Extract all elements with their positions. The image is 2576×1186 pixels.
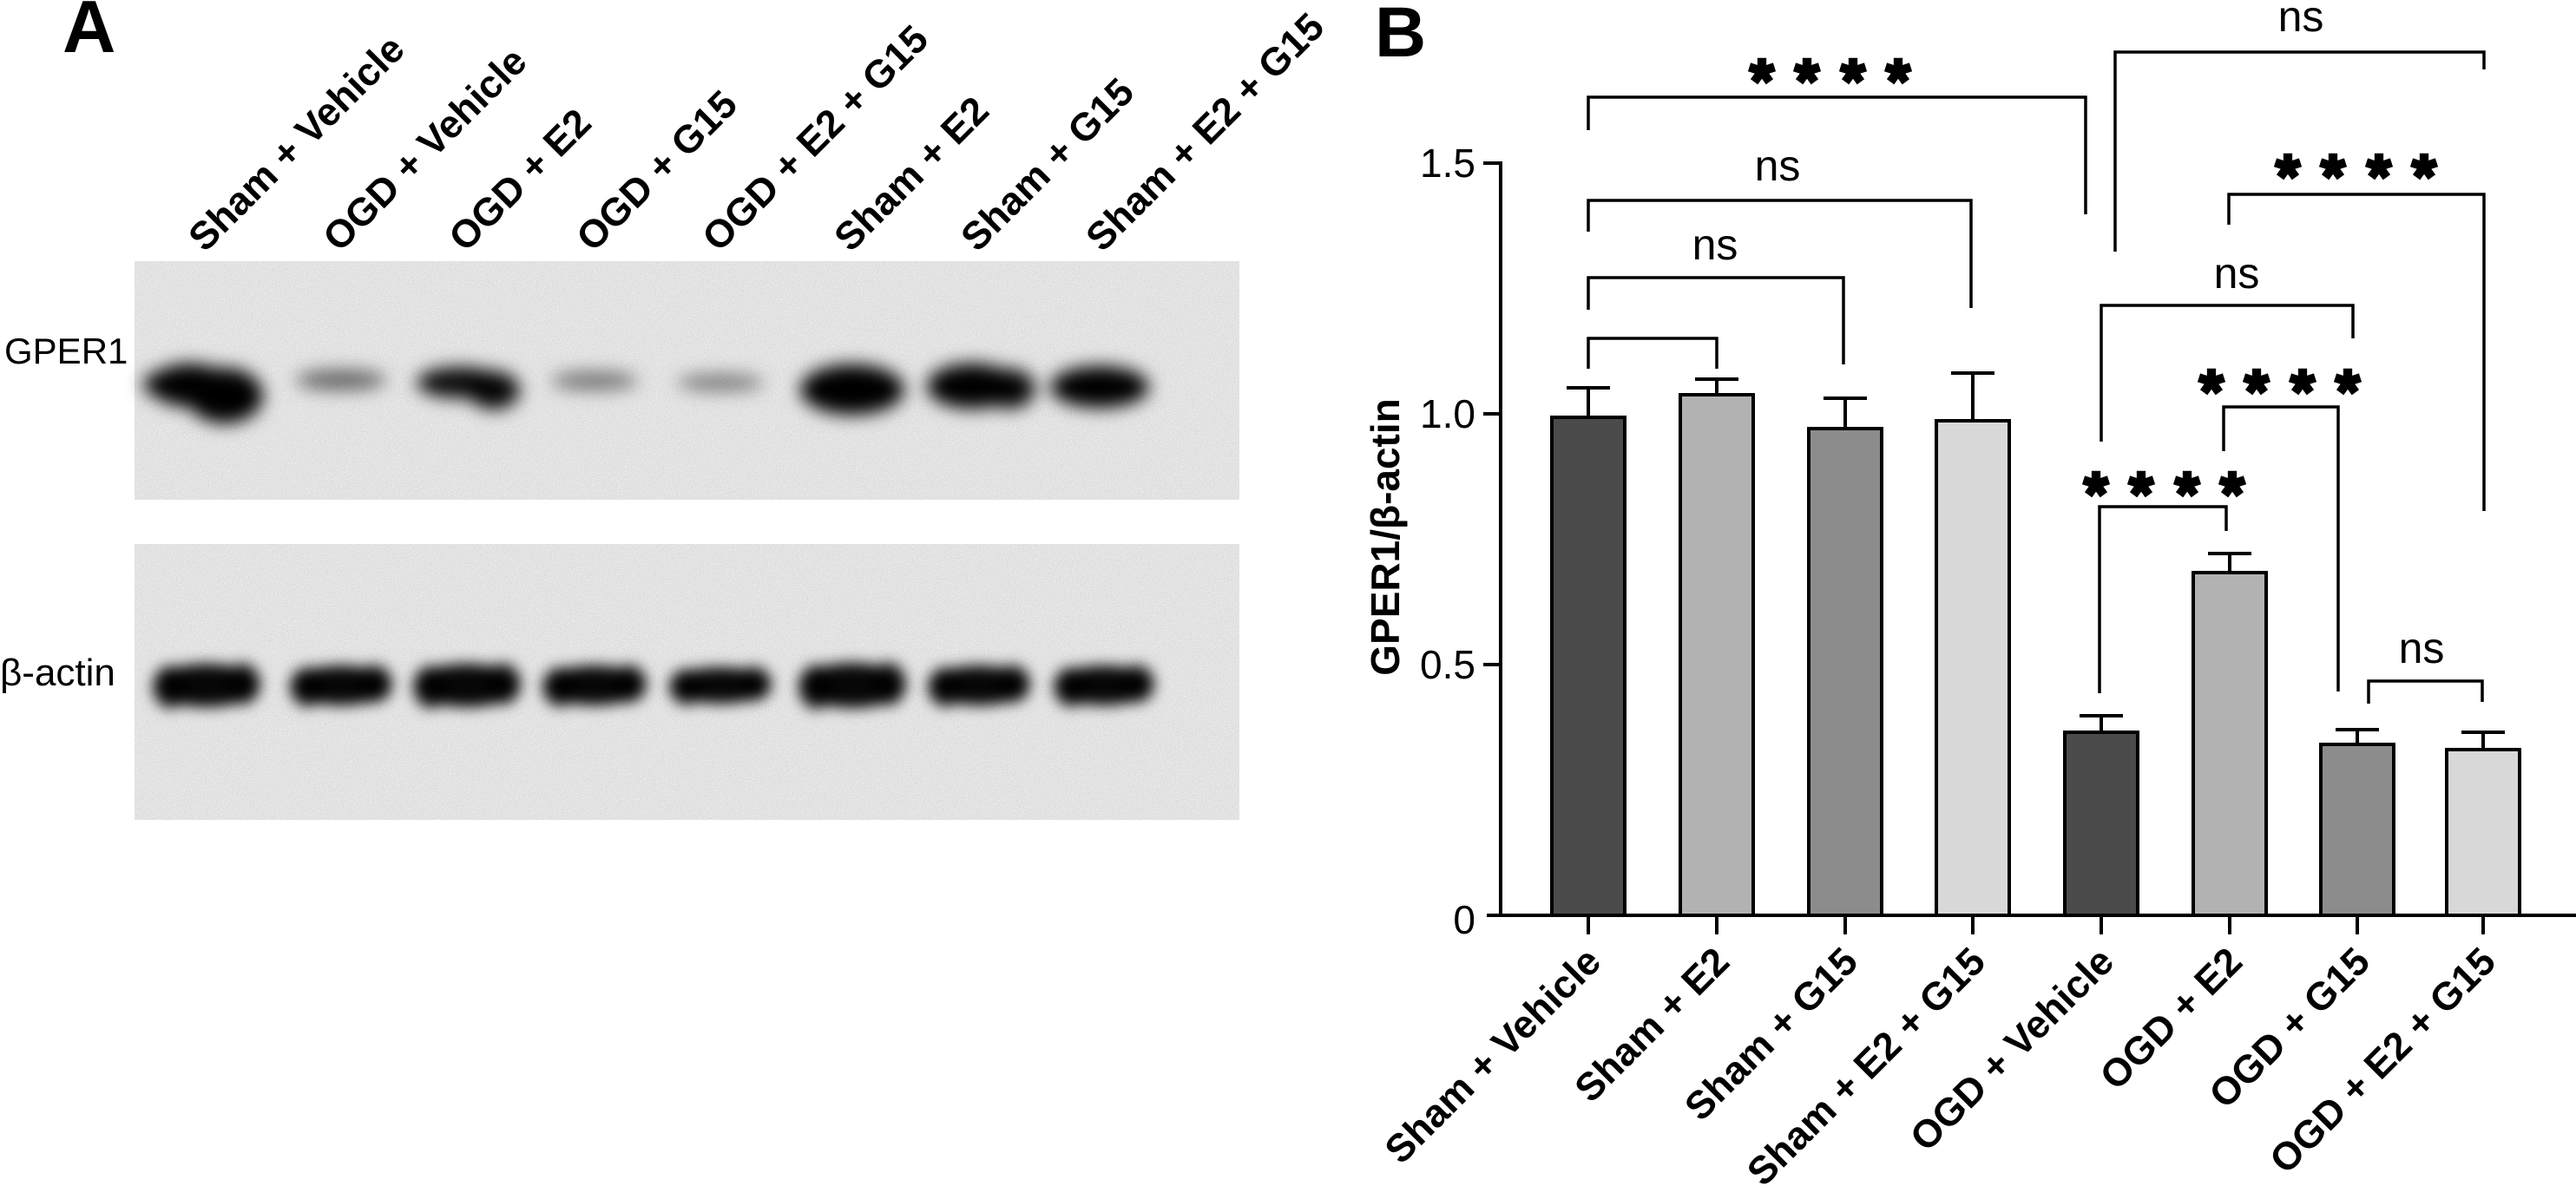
svg-text:OGD + E2 + G15: OGD + E2 + G15	[693, 16, 936, 259]
svg-text:ns: ns	[2214, 249, 2260, 298]
svg-text:β-actin: β-actin	[0, 652, 115, 694]
svg-text:ns: ns	[2399, 624, 2445, 672]
svg-text:0: 0	[1453, 897, 1475, 942]
svg-text:1.0: 1.0	[1420, 391, 1475, 436]
svg-text:ns: ns	[1692, 220, 1738, 269]
svg-text:Sham + Vehicle: Sham + Vehicle	[1376, 939, 1609, 1172]
svg-text:1.5: 1.5	[1420, 141, 1475, 186]
svg-text:GPER1: GPER1	[4, 331, 128, 371]
svg-text:Sham + E2 + G15: Sham + E2 + G15	[1738, 939, 1994, 1186]
svg-text:0.5: 0.5	[1420, 642, 1475, 687]
svg-text:GPER1/β-actin: GPER1/β-actin	[1363, 398, 1408, 675]
svg-text:ns: ns	[1755, 141, 1801, 190]
svg-text:ns: ns	[2278, 0, 2324, 41]
svg-text:OGD + E2 + G15: OGD + E2 + G15	[2261, 939, 2504, 1182]
svg-text:Sham + E2 + G15: Sham + E2 + G15	[1077, 4, 1332, 259]
svg-text:A: A	[62, 0, 115, 69]
svg-text:B: B	[1375, 0, 1426, 72]
